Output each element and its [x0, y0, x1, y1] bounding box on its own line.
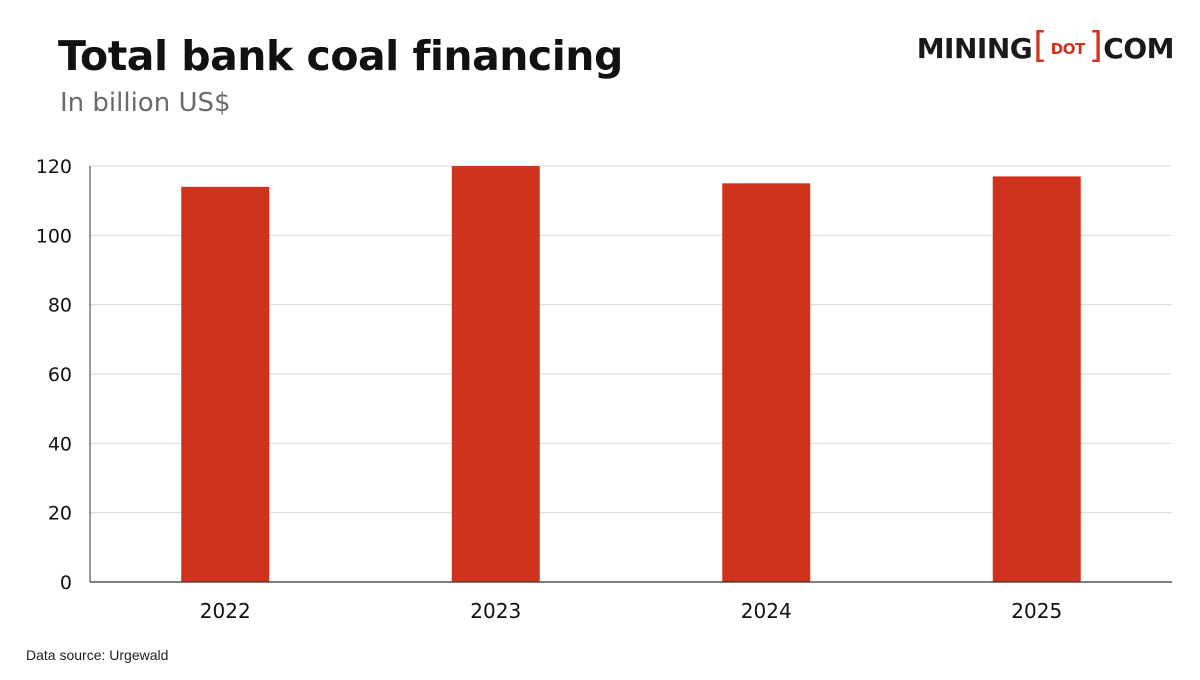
bar-2024 — [722, 183, 811, 583]
y-tick-label: 120 — [36, 156, 72, 178]
bar-2022 — [181, 186, 270, 583]
logo-text-com: COM — [1103, 31, 1174, 65]
tick-labels: 0 20 40 60 80 100 120 2022 2023 2024 2025 — [36, 156, 1062, 623]
y-tick-label: 0 — [60, 572, 72, 594]
y-tick-label: 20 — [48, 503, 72, 525]
logo-text-mining: MINING — [916, 31, 1033, 65]
bar-2023 — [451, 166, 540, 582]
y-tick-label: 40 — [48, 433, 72, 455]
bars — [181, 166, 1081, 583]
axes — [89, 166, 1172, 583]
x-tick-label: 2025 — [1011, 599, 1062, 623]
chart-subtitle: In billion US$ — [60, 88, 231, 118]
chart-title: Total bank coal financing — [58, 32, 623, 80]
logo-text-dot: DOT — [1050, 40, 1085, 58]
x-tick-label: 2022 — [200, 599, 251, 623]
logo-bracket-close: ] — [1088, 25, 1103, 66]
logo-bracket-open: [ — [1033, 25, 1047, 66]
x-tick-label: 2023 — [470, 599, 521, 623]
y-tick-label: 80 — [48, 295, 72, 317]
gridlines — [90, 165, 1172, 514]
bar-2025 — [992, 176, 1081, 582]
y-tick-label: 100 — [36, 225, 72, 247]
brand-logo: MINING [ DOT ] COM — [916, 25, 1175, 66]
y-tick-label: 60 — [48, 364, 72, 386]
x-tick-label: 2024 — [741, 599, 792, 623]
data-source-note: Data source: Urgewald — [26, 647, 169, 663]
